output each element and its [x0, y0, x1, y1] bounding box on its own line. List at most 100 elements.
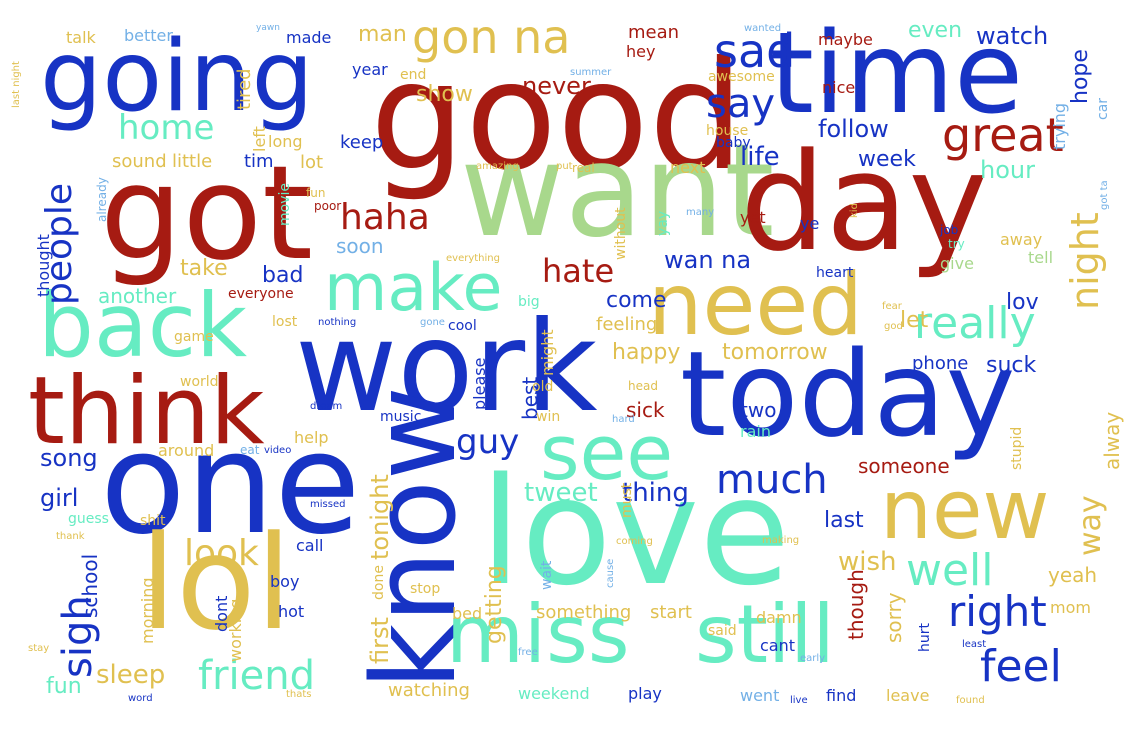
- cloud-word: house: [706, 123, 749, 139]
- cloud-word: big: [518, 294, 540, 310]
- cloud-word: cool: [448, 318, 477, 334]
- cloud-word: though: [844, 569, 868, 640]
- cloud-word: sorry: [882, 592, 906, 643]
- cloud-word: cant: [760, 636, 796, 655]
- cloud-word: tonight: [366, 474, 394, 560]
- cloud-word: yawn: [256, 23, 280, 33]
- cloud-word: well: [906, 545, 994, 596]
- cloud-word: better: [124, 26, 173, 45]
- cloud-word: amazing: [476, 161, 519, 172]
- cloud-word: happy: [612, 340, 681, 365]
- cloud-word: movie: [277, 183, 293, 226]
- cloud-word: must: [619, 482, 635, 518]
- cloud-word: fun: [46, 674, 82, 699]
- cloud-word: come: [606, 288, 667, 313]
- cloud-word: making: [762, 535, 800, 546]
- cloud-word: least: [962, 639, 987, 650]
- cloud-word: night: [1063, 212, 1107, 310]
- cloud-word: leave: [886, 686, 930, 705]
- cloud-word: everything: [446, 253, 500, 264]
- cloud-word: back: [38, 274, 248, 377]
- cloud-word: wan na: [664, 246, 752, 274]
- cloud-word: need: [648, 255, 863, 355]
- cloud-word: week: [858, 147, 916, 172]
- cloud-word: bad: [262, 263, 304, 288]
- cloud-word: take: [180, 256, 228, 281]
- cloud-word: old: [532, 379, 554, 395]
- cloud-word: good: [370, 30, 744, 204]
- cloud-word: tim: [244, 151, 274, 172]
- cloud-word: two: [740, 398, 777, 422]
- cloud-word: thank: [56, 531, 85, 542]
- cloud-word: watching: [388, 680, 470, 701]
- cloud-word: right: [948, 587, 1047, 636]
- cloud-word: cause: [605, 558, 616, 588]
- cloud-word: today: [680, 325, 1016, 463]
- cloud-word: yay: [655, 210, 671, 236]
- cloud-word: poor: [314, 199, 342, 213]
- cloud-word: keep: [340, 132, 384, 153]
- cloud-word: song: [40, 444, 98, 472]
- cloud-word: much: [716, 457, 828, 503]
- cloud-word: next: [670, 158, 706, 177]
- cloud-word: friend: [198, 653, 315, 699]
- cloud-word: without: [613, 207, 629, 260]
- cloud-word: real: [572, 161, 595, 175]
- cloud-word: still: [695, 588, 835, 681]
- cloud-word: love: [480, 446, 791, 618]
- cloud-word: great: [942, 108, 1064, 162]
- cloud-word: let: [900, 308, 929, 333]
- cloud-word: please: [470, 357, 489, 410]
- cloud-word: haha: [340, 197, 430, 238]
- cloud-word: find: [826, 686, 857, 705]
- cloud-word: god: [884, 321, 903, 332]
- cloud-word: left: [250, 126, 269, 152]
- cloud-word: lot: [300, 152, 324, 173]
- cloud-word: alway: [1100, 411, 1124, 470]
- cloud-word: went: [740, 686, 780, 705]
- cloud-word: trying: [1050, 102, 1069, 150]
- cloud-word: see: [540, 408, 674, 497]
- cloud-word: game: [174, 329, 214, 345]
- cloud-word: lov: [1006, 290, 1039, 315]
- cloud-word: got ta: [1099, 180, 1110, 210]
- cloud-word: sound: [112, 151, 167, 172]
- cloud-word: nice: [822, 78, 856, 97]
- cloud-word: fear: [882, 301, 902, 312]
- cloud-word: yet: [740, 208, 766, 227]
- cloud-word: getting: [482, 565, 507, 644]
- cloud-word: suck: [986, 353, 1037, 378]
- cloud-word: stupid: [1009, 426, 1025, 470]
- cloud-word: even: [908, 18, 963, 43]
- cloud-word: follow: [818, 115, 889, 143]
- cloud-word: hurt: [917, 623, 933, 652]
- cloud-word: hey: [626, 42, 656, 61]
- cloud-word: put: [556, 161, 573, 172]
- cloud-word: really: [914, 298, 1036, 349]
- cloud-word: win: [536, 409, 561, 425]
- cloud-word: stay: [28, 643, 50, 654]
- cloud-word: mean: [628, 22, 680, 43]
- cloud-word: life: [740, 142, 780, 172]
- cloud-word: gone: [420, 317, 445, 328]
- cloud-word: yeah: [1048, 563, 1098, 587]
- cloud-word: watch: [976, 22, 1049, 50]
- cloud-word: music: [380, 409, 422, 425]
- cloud-word: want: [460, 117, 775, 266]
- cloud-word: make: [324, 251, 503, 326]
- cloud-word: going: [40, 20, 314, 134]
- cloud-word: last: [824, 508, 864, 533]
- cloud-word: phone: [912, 353, 969, 374]
- cloud-word: feel: [980, 641, 1062, 692]
- cloud-word: hate: [542, 252, 615, 290]
- cloud-word: never: [522, 72, 591, 100]
- cloud-word: look: [184, 533, 259, 574]
- cloud-word: another: [98, 284, 177, 308]
- cloud-word: found: [956, 695, 985, 706]
- cloud-word: got: [100, 137, 314, 289]
- cloud-word: time: [770, 9, 1024, 139]
- cloud-word: hard: [612, 414, 635, 425]
- cloud-word: fun: [306, 186, 326, 200]
- cloud-word: miss: [446, 588, 630, 681]
- cloud-word: work: [295, 295, 598, 440]
